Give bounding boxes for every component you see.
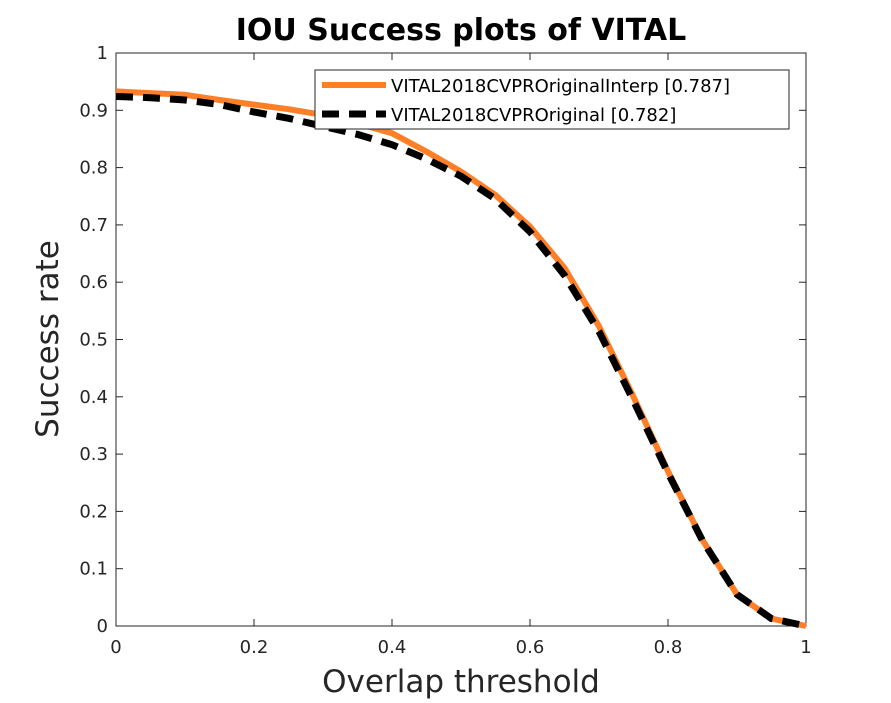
- series-line-original: [115, 93, 807, 630]
- axes-box: [115, 52, 807, 627]
- y-tick-label: 0.7: [79, 215, 108, 236]
- x-tick-label: 1: [800, 637, 811, 658]
- y-tick-label: 0.3: [79, 444, 108, 465]
- x-tick-label: 0.4: [378, 637, 407, 658]
- chart-title: IOU Success plots of VITAL: [236, 13, 686, 48]
- legend: VITAL2018CVPROriginalInterp [0.787] VITA…: [314, 69, 790, 130]
- y-tick-label: 0.8: [79, 158, 108, 179]
- legend-box: [314, 69, 790, 130]
- y-tick-label: 0.2: [79, 501, 108, 522]
- x-tick-label: 0.6: [516, 637, 545, 658]
- series-lines: [115, 88, 807, 630]
- y-tick-label: 0.5: [79, 330, 108, 351]
- y-tick-label: 0.1: [79, 559, 108, 580]
- y-tick-label: 0.6: [79, 272, 108, 293]
- y-tick-label: 0.9: [79, 100, 108, 121]
- y-tick-label: 1: [97, 43, 108, 64]
- y-axis-label: Success rate: [30, 240, 66, 438]
- legend-label-original: VITAL2018CVPROriginal [0.782]: [391, 105, 676, 126]
- x-axis-label: Overlap threshold: [322, 664, 600, 700]
- x-tick-label: 0.2: [240, 637, 269, 658]
- y-tick-label: 0: [97, 616, 108, 637]
- plot-area: 0 0.2 0.4 0.6 0.8 1 0 0.1 0.2 0.3 0.4 0.5 0.6 0.7 0.8…: [79, 43, 811, 658]
- legend-label-interp: VITAL2018CVPROriginalInterp [0.787]: [391, 76, 730, 97]
- y-tick-label: 0.4: [79, 387, 108, 408]
- x-tick-label: 0: [110, 637, 121, 658]
- x-tick-label: 0.8: [654, 637, 683, 658]
- series-line-interp: [115, 88, 807, 629]
- x-axis-ticks: 0 0.2 0.4 0.6 0.8 1: [110, 53, 812, 658]
- y-axis-ticks: 0 0.1 0.2 0.3 0.4 0.5 0.6 0.7 0.8 0.9 1: [79, 43, 806, 637]
